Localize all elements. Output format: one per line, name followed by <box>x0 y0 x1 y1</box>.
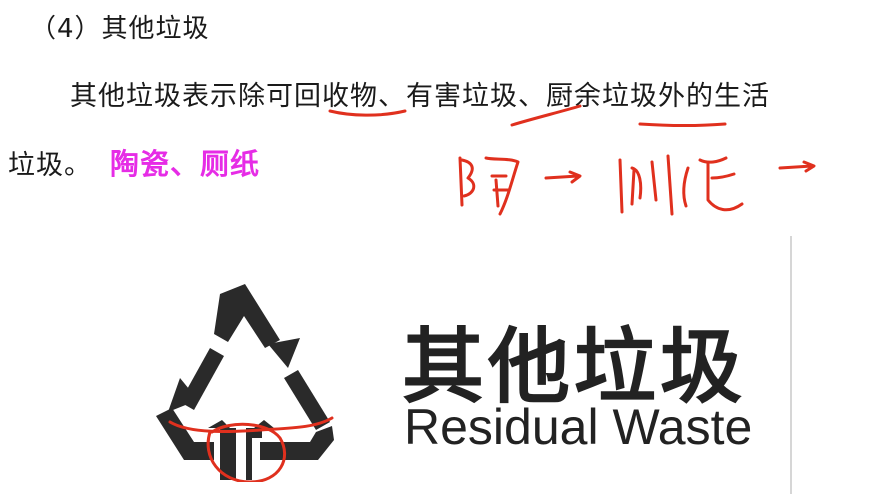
underline-kitchen <box>638 122 727 127</box>
sign-label-english: Residual Waste <box>404 399 753 455</box>
vertical-divider <box>790 236 792 494</box>
ink-circle <box>206 422 287 482</box>
arrow-left-head <box>168 378 198 412</box>
section-heading: （4）其他垃圾 <box>30 14 210 44</box>
recycle-triangle-icon <box>156 284 334 482</box>
triangle-bottom-right <box>260 426 334 460</box>
examples-highlight: 陶瓷、厕纸 <box>110 147 261 181</box>
paragraph-line-1: 其他垃圾表示除可回收物、有害垃圾、厨余垃圾外的生活 <box>70 81 770 112</box>
stem-right <box>246 428 262 480</box>
triangle-bottom-left <box>156 408 214 460</box>
sign-label-chinese: 其他垃圾 <box>402 320 747 415</box>
triangle-right-segment <box>284 370 330 430</box>
paragraph-line-2: 垃圾。 陶瓷、厕纸 <box>8 141 260 183</box>
triangle-top-segment <box>214 284 280 348</box>
ink-stroke <box>168 416 334 434</box>
paragraph-line-2-text: 垃圾。 <box>8 150 92 181</box>
stem-left <box>220 428 236 480</box>
arrow-right-head <box>268 338 300 368</box>
